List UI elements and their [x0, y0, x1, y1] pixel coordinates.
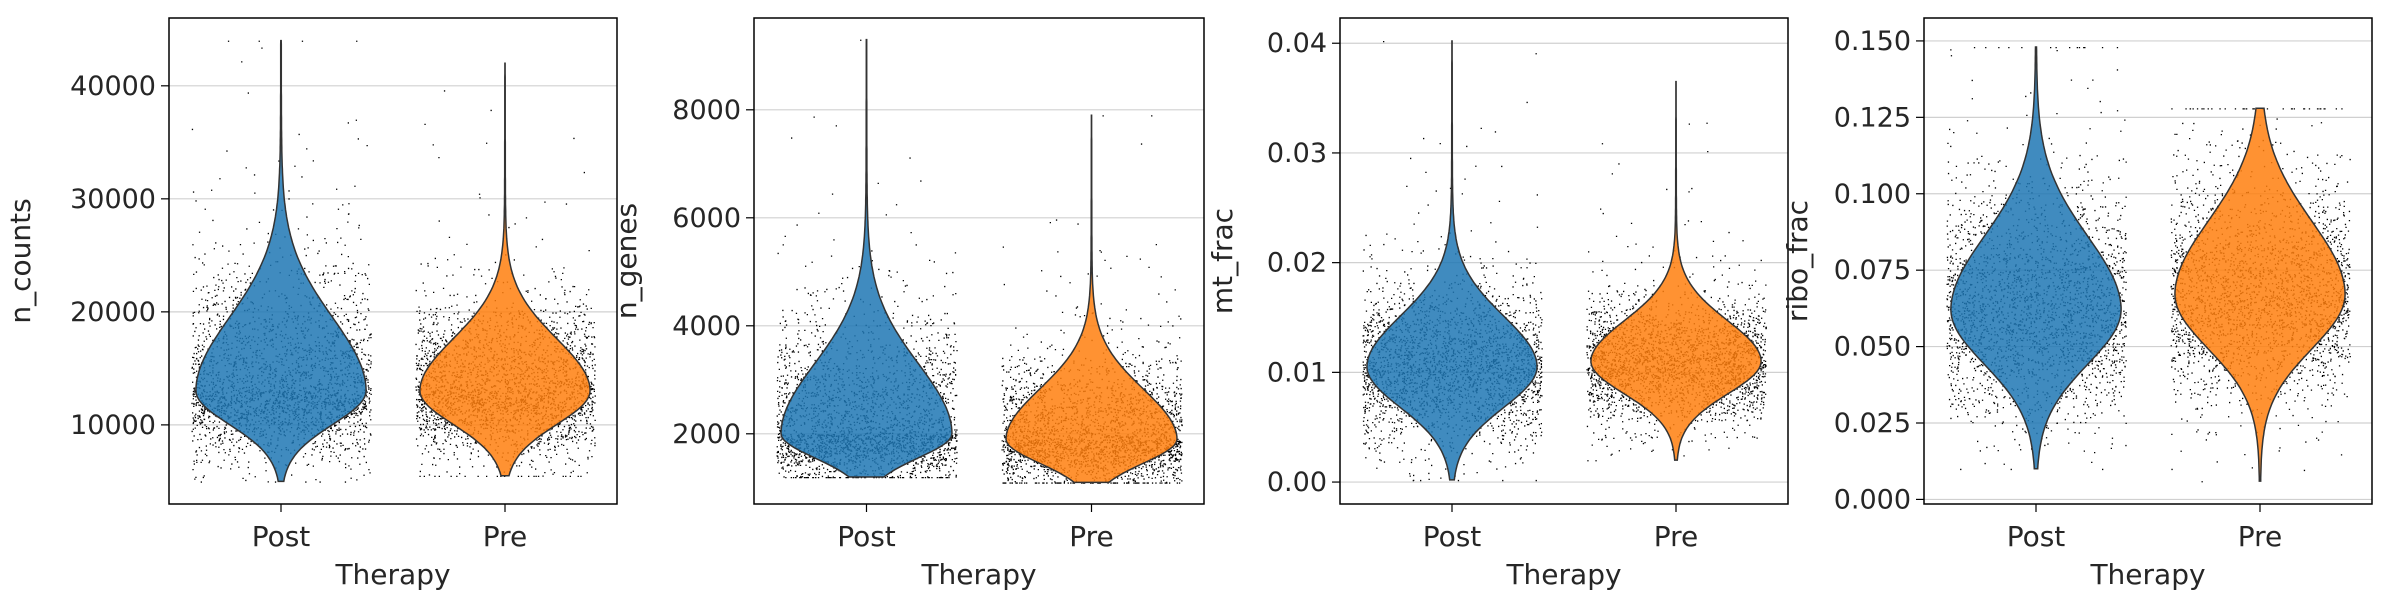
violin-Pre — [1005, 114, 1178, 484]
y-tick-label: 10000 — [70, 410, 156, 441]
axes-frame — [753, 17, 1205, 505]
y-tick-label: 30000 — [70, 184, 156, 215]
violin-Post — [1366, 40, 1538, 481]
y-axis-label: n_genes — [610, 203, 643, 319]
y-axis-label: ribo_frac — [1781, 200, 1814, 322]
y-tick-label: 0.01 — [1267, 357, 1327, 388]
x-tick-label: Post — [252, 520, 311, 553]
y-tick-label: 0.00 — [1267, 467, 1327, 498]
panel-n_genes: 2000 4000 6000 8000 Post Pre Therapy n_genes — [610, 17, 1205, 591]
y-tick-label: 40000 — [70, 71, 156, 102]
y-tick-label: 0.04 — [1267, 28, 1327, 59]
axes-frame — [168, 17, 618, 505]
y-tick-label: 0.100 — [1834, 179, 1911, 210]
axes-frame — [1339, 17, 1789, 505]
x-tick-label: Post — [1423, 520, 1482, 553]
y-tick-label: 0.000 — [1834, 484, 1911, 515]
violin-Post — [195, 39, 367, 483]
violin-Pre — [419, 62, 591, 477]
y-tick-label: 0.150 — [1834, 26, 1911, 57]
y-tick-label: 2000 — [672, 419, 741, 450]
x-axis-label: Therapy — [334, 558, 450, 591]
y-tick-label: 0.125 — [1834, 102, 1911, 133]
x-tick-label: Pre — [1069, 520, 1114, 553]
x-tick-label: Pre — [483, 520, 528, 553]
y-tick-label: 0.075 — [1834, 255, 1911, 286]
y-tick-label: 0.02 — [1267, 248, 1327, 279]
y-tick-label: 4000 — [672, 311, 741, 342]
y-tick-label: 0.050 — [1834, 332, 1911, 363]
x-axis-label: Therapy — [1505, 558, 1621, 591]
violin-Pre — [2174, 107, 2346, 482]
y-axis-label: n_counts — [4, 198, 37, 323]
y-axis-label: mt_frac — [1206, 208, 1239, 314]
y-tick-label: 20000 — [70, 297, 156, 328]
x-tick-label: Pre — [1654, 520, 1699, 553]
y-tick-label: 0.025 — [1834, 408, 1911, 439]
violin-Post — [780, 38, 953, 478]
panel-ribo_frac: 0.000 0.025 0.050 0.075 0.100 0.125 0.150 Post P… — [1781, 17, 2373, 591]
violin-Pre — [1590, 80, 1762, 461]
panel-n_counts: 10000 20000 30000 40000 Post Pre Therapy n_coun… — [4, 17, 618, 591]
y-tick-label: 8000 — [672, 95, 741, 126]
x-tick-label: Post — [2007, 520, 2066, 553]
x-tick-label: Post — [837, 520, 896, 553]
y-tick-label: 6000 — [672, 203, 741, 234]
panel-mt_frac: 0.00 0.01 0.02 0.03 0.04 Post Pre Therapy mt_fra… — [1206, 17, 1789, 591]
violin-Post — [1950, 46, 2122, 470]
x-axis-label: Therapy — [2089, 558, 2205, 591]
x-axis-label: Therapy — [920, 558, 1036, 591]
axes-frame — [1923, 17, 2373, 505]
x-tick-label: Pre — [2238, 520, 2283, 553]
y-tick-label: 0.03 — [1267, 138, 1327, 169]
